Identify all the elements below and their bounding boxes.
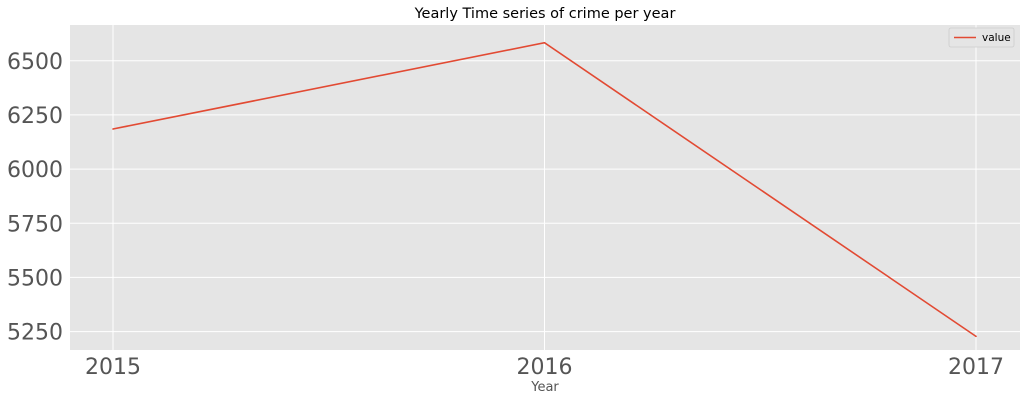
x-axis-label: Year bbox=[530, 380, 559, 395]
x-tick-labels: 2015 2016 2017 bbox=[85, 355, 1004, 380]
y-tick-label-6250: 6250 bbox=[7, 104, 63, 129]
y-tick-label-5250: 5250 bbox=[7, 321, 63, 346]
data-point-2017 bbox=[975, 335, 977, 338]
y-tick-labels: 5250 5500 5750 6000 6250 6500 bbox=[7, 50, 63, 346]
y-tick-label-6500: 6500 bbox=[7, 50, 63, 75]
x-tick-label-2016: 2016 bbox=[517, 355, 573, 380]
legend-box bbox=[948, 27, 1015, 48]
legend: value bbox=[948, 27, 1015, 48]
series-lines bbox=[112, 41, 977, 338]
grid-lines bbox=[70, 25, 1020, 350]
data-point-2016 bbox=[543, 41, 546, 44]
chart-title: Yearly Time series of crime per year bbox=[414, 6, 676, 22]
y-tick-label-5500: 5500 bbox=[7, 266, 63, 291]
y-tick-label-6000: 6000 bbox=[7, 158, 63, 183]
data-point-2015 bbox=[112, 128, 114, 130]
legend-label-value: value bbox=[982, 32, 1011, 44]
y-tick-label-5750: 5750 bbox=[7, 212, 63, 237]
x-tick-label-2017: 2017 bbox=[948, 355, 1004, 380]
x-tick-label-2015: 2015 bbox=[85, 355, 141, 380]
